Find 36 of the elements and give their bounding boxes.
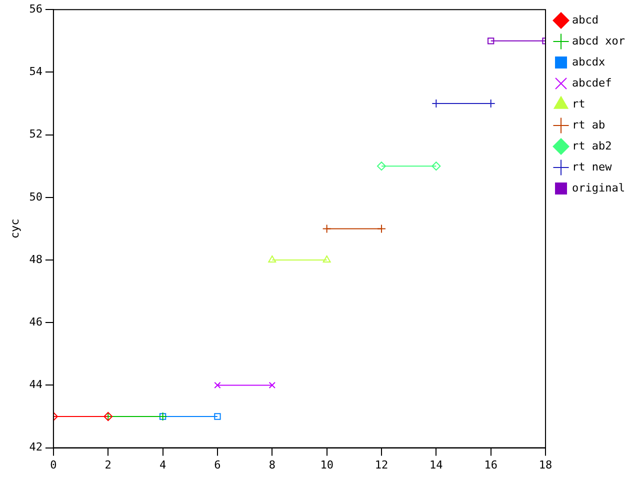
point: [376, 224, 386, 234]
legend-label: abcd xor: [572, 34, 626, 48]
x-tick-label: 8: [268, 458, 276, 472]
legend-label: original: [572, 181, 626, 194]
y-tick-label: 56: [29, 2, 42, 16]
point: [268, 382, 276, 389]
legend-label: rt ab2: [572, 139, 612, 152]
y-tick-label: 44: [29, 378, 43, 392]
y-tick-label: 52: [29, 128, 42, 141]
y-tick-label: 46: [29, 315, 42, 328]
point: [432, 162, 441, 171]
point: [214, 413, 221, 420]
y-tick-label: 50: [29, 190, 42, 204]
y-tick-label: 54: [29, 65, 43, 78]
x-tick-label: 14: [430, 458, 444, 472]
point: [488, 38, 494, 44]
x-tick-label: 0: [50, 458, 57, 472]
x-tick-label: 12: [374, 458, 388, 472]
point: [214, 382, 221, 389]
x-tick-label: 10: [320, 458, 334, 472]
point: [322, 224, 332, 234]
y-axis-title: cyc: [8, 218, 22, 239]
point: [376, 162, 386, 171]
legend-label: abcd: [572, 13, 599, 26]
legend-label: rt new: [572, 160, 612, 174]
x-tick-label: 18: [538, 458, 552, 472]
legend-label: abcdef: [572, 76, 612, 90]
legend-label: rt ab: [572, 118, 606, 132]
legend-label: abcdx: [572, 55, 606, 68]
y-tick-label: 48: [29, 252, 42, 266]
x-tick-label: 2: [104, 458, 112, 472]
legend-label: rt: [572, 97, 586, 110]
y-tick-label: 42: [29, 440, 42, 454]
x-tick-label: 16: [484, 458, 498, 472]
x-tick-label: 4: [159, 458, 166, 472]
x-tick-label: 6: [214, 458, 221, 472]
